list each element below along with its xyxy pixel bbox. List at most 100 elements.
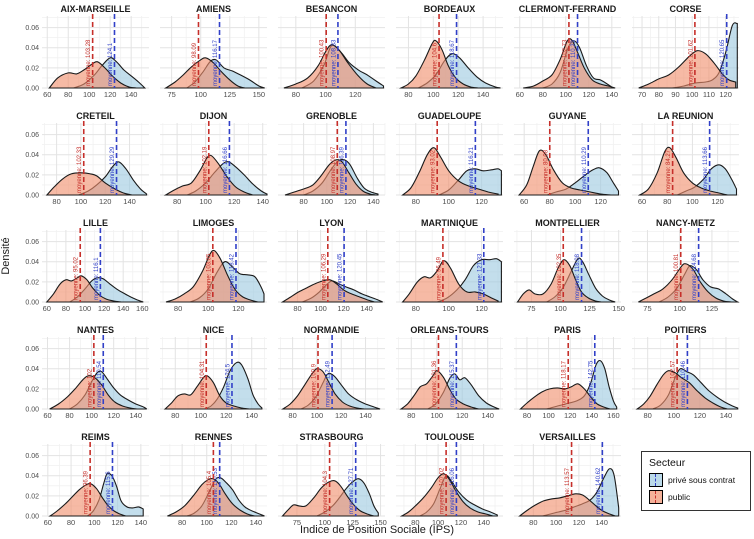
x-tick-label: 120	[564, 411, 577, 420]
mean-label-public: moyenne: 84.27	[666, 149, 672, 193]
facet-aix-marseille: moyenne: 124.1 moyenne: 103.28 AIX-MARSEIL…	[25, 4, 149, 99]
x-tick-label: 100	[200, 518, 213, 527]
x-tick-label: 150	[612, 304, 625, 313]
facet-corse: moyenne: 120.65 moyenne: 101.62 CORSE 70 80 9…	[632, 4, 739, 99]
facet-la-reunion: moyenne: 113.66 moyenne: 84.27 LA REUNION 6…	[632, 111, 739, 206]
mean-label-public: moyenne: 104.3	[323, 470, 329, 514]
x-tick-label: 70	[638, 90, 646, 99]
x-tick-label: 100	[85, 411, 98, 420]
x-tick-label: 120	[711, 197, 724, 206]
facet-title: NORMANDIE	[304, 325, 360, 335]
mean-label-public: moyenne: 107.02	[440, 467, 446, 514]
density-curve-public	[635, 370, 728, 410]
x-tick-label: 120	[111, 518, 124, 527]
x-tick-label: 100	[75, 197, 88, 206]
x-tick-label: 100	[195, 411, 208, 420]
x-tick-label: 80	[65, 411, 73, 420]
mean-label-public: moyenne: 95.02	[74, 256, 80, 300]
mean-label-prive: moyenne: 116.66	[223, 146, 229, 193]
mean-label-public: moyenne: 108.97	[331, 146, 337, 193]
x-tick-label: 80	[178, 518, 186, 527]
x-tick-label: 80	[52, 197, 60, 206]
x-tick-label: 120	[107, 411, 120, 420]
x-tick-label: 140	[359, 411, 372, 420]
facet-title: CRETEIL	[76, 111, 115, 121]
mean-label-public: moyenne: 100.81	[674, 253, 680, 300]
x-tick-label: 120	[719, 90, 732, 99]
facet-versailles: moyenne: 140.62 moyenne: 113.57 VERSAILLES…	[514, 432, 621, 527]
y-tick-label: 0.04	[25, 45, 39, 52]
y-tick-label: 0.00	[25, 86, 39, 93]
public-swatch-icon	[649, 490, 663, 504]
mean-label-prive: moyenne: 110.53	[213, 467, 219, 514]
mean-label-public: moyenne: 101.62	[688, 39, 694, 86]
x-tick-label: 140	[360, 304, 373, 313]
x-tick-label: 150	[374, 518, 387, 527]
x-tick-label: 140	[481, 411, 494, 420]
mean-label-public: moyenne: 113.57	[565, 467, 571, 514]
mean-label-prive: moyenne: 115.6	[106, 471, 112, 514]
facet-dijon: moyenne: 116.66 moyenne: 102.19 DIJON 80 100…	[160, 111, 269, 206]
facet-title: VERSAILLES	[539, 432, 596, 442]
facet-poitiers: moyenne: 110.46 moyenne: 102.57 POITIERS 80…	[632, 325, 740, 420]
facet-orleans-tours: moyenne: 115.37 moyenne: 101.36 ORLEANS-TO…	[396, 325, 503, 420]
x-tick-label: 60	[638, 197, 646, 206]
facet-title: GUYANE	[549, 111, 587, 121]
x-tick-label: 140	[720, 411, 733, 420]
mean-label-public: moyenne: 101.36	[432, 360, 438, 407]
mean-label-public: moyenne: 100.9	[312, 363, 318, 407]
x-tick-label: 140	[256, 197, 269, 206]
y-tick-label: 0.00	[25, 514, 39, 521]
legend-item-label: privé sous contrat	[668, 475, 736, 485]
density-curve-public	[517, 149, 611, 196]
mean-label-prive: moyenne: 118.42	[229, 253, 235, 300]
x-tick-label: 100	[321, 197, 334, 206]
x-tick-label: 80	[299, 197, 307, 206]
y-tick-label: 0.00	[25, 300, 39, 307]
mean-label-public: moyenne: 102.33	[77, 146, 83, 193]
mean-label-public: moyenne: 102.73	[562, 39, 568, 86]
density-curve-public	[638, 263, 732, 303]
mean-label-prive: moyenne: 120.45	[338, 253, 344, 300]
facet-title: DIJON	[200, 111, 228, 121]
x-tick-label: 120	[349, 90, 362, 99]
mean-label-public: moyenne: 102.57	[671, 360, 677, 407]
y-tick-label: 0.04	[25, 366, 39, 373]
x-tick-label: 120	[452, 90, 465, 99]
mean-label-prive: moyenne: 114.68	[692, 253, 698, 300]
density-curve-public	[637, 146, 728, 196]
x-tick-label: 100	[442, 197, 455, 206]
mean-label-public: moyenne: 106.29	[321, 253, 327, 300]
y-tick-label: 0.06	[25, 25, 39, 32]
prive-swatch-icon	[649, 473, 663, 487]
y-tick-label: 0.02	[25, 279, 39, 286]
x-tick-label: 80	[67, 518, 75, 527]
facet-title: STRASBOURG	[299, 432, 363, 442]
legend-item-public: public	[649, 490, 744, 504]
facet-besancon: moyenne: 108.33 moyenne: 100.43 BESANCON 80…	[278, 4, 385, 99]
x-tick-label: 60	[43, 411, 51, 420]
x-tick-label: 100	[314, 304, 327, 313]
facet-title: PARIS	[554, 325, 581, 335]
x-tick-label: 100	[569, 197, 582, 206]
x-tick-label: 80	[173, 197, 181, 206]
mean-label-prive: moyenne: 110.46	[681, 360, 687, 407]
x-tick-label: 80	[545, 197, 553, 206]
density-curve-public	[163, 57, 246, 89]
x-tick-label: 150	[253, 90, 266, 99]
density-curve-public	[163, 374, 250, 410]
facet-nantes: moyenne: 110.54 moyenne: 102 NANTES 60 80 100…	[25, 325, 149, 420]
x-tick-label: 80	[404, 90, 412, 99]
x-tick-label: 120	[337, 304, 350, 313]
x-tick-label: 100	[550, 518, 563, 527]
x-tick-label: 120	[225, 518, 238, 527]
facet-title: BESANCON	[306, 4, 358, 14]
facet-martinique: moyenne: 121.33 moyenne: 96.49 MARTINIQUE 8…	[396, 218, 503, 313]
x-tick-label: 125	[346, 518, 359, 527]
x-tick-label: 80	[411, 518, 419, 527]
x-tick-label: 80	[407, 411, 415, 420]
mean-label-public: moyenne: 98.09	[192, 42, 198, 86]
facet-title: CORSE	[669, 4, 701, 14]
y-tick-label: 0.00	[25, 193, 39, 200]
